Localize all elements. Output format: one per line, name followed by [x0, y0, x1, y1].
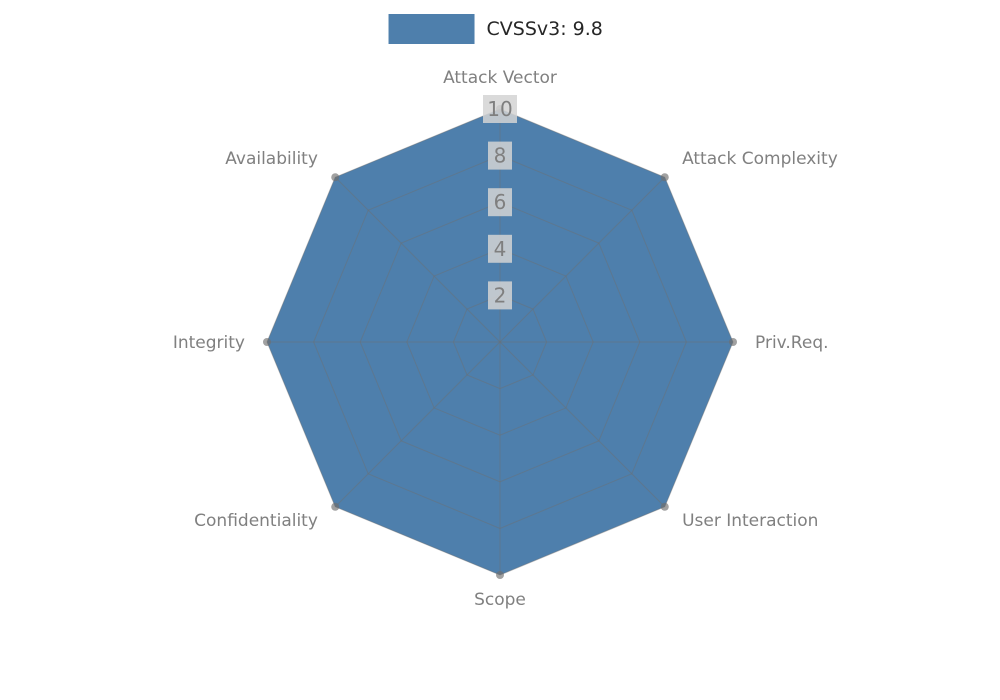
legend-label: CVSSv3: 9.8: [486, 18, 603, 40]
axis-spoke: [499, 341, 666, 508]
tick-label-bg: [488, 188, 512, 217]
tick-label-bg: [488, 234, 512, 263]
axis-spoke: [334, 341, 501, 508]
grid-ring: [452, 294, 548, 390]
axis-end-dot: [263, 338, 271, 346]
axis-spoke: [334, 176, 501, 343]
tick-label-bg: [488, 281, 512, 310]
axis-label-scope: Scope: [474, 590, 526, 610]
tick-label: 8: [494, 144, 507, 168]
axis-label-attack-vector: Attack Vector: [443, 68, 557, 88]
tick-label-bg: [488, 141, 512, 170]
axis-label-availability: Availability: [225, 149, 318, 169]
axis-label-user-interaction: User Interaction: [682, 511, 818, 531]
axis-spoke: [499, 176, 666, 343]
axis-label-attack-complexity: Attack Complexity: [682, 149, 838, 169]
axis-end-dot: [729, 338, 737, 346]
grid-ring: [313, 155, 687, 529]
legend-swatch: [388, 14, 475, 44]
axis-label-confidentiality: Confidentiality: [194, 511, 318, 531]
tick-label: 4: [494, 237, 507, 261]
axis-end-dot: [660, 173, 669, 182]
axis-end-dot: [496, 571, 504, 579]
tick-label: 6: [494, 190, 507, 214]
grid-ring: [359, 201, 641, 483]
axis-label-integrity: Integrity: [173, 333, 245, 353]
legend: CVSSv3: 9.8: [388, 14, 603, 44]
grid-ring: [406, 248, 594, 436]
data-polygon: [267, 109, 733, 575]
tick-label: 10: [487, 97, 512, 121]
axis-end-dot: [331, 502, 340, 511]
axis-end-dot: [660, 502, 669, 511]
tick-label: 2: [494, 283, 507, 307]
tick-label-bg: [483, 95, 517, 123]
axis-label-priv-req: Priv.Req.: [755, 333, 829, 353]
axis-end-dot: [331, 173, 340, 182]
